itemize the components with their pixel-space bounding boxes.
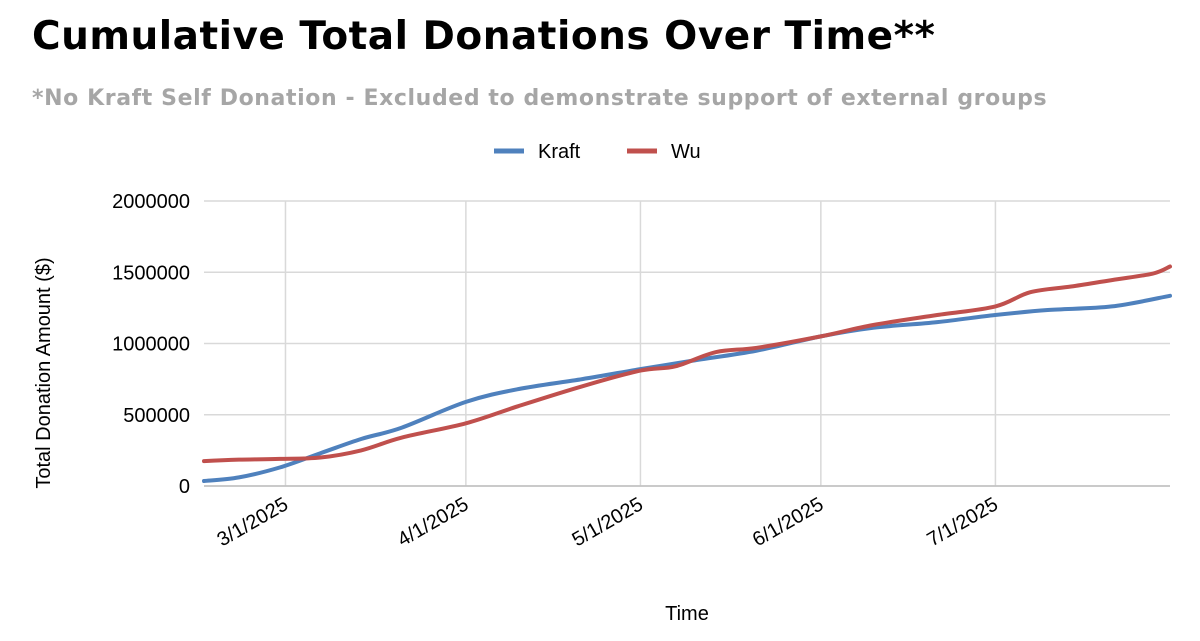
chart-subtitle: *No Kraft Self Donation - Excluded to de…: [32, 86, 1048, 111]
y-tick-label: 1000000: [112, 334, 190, 356]
series-lines: [202, 264, 1172, 483]
y-tick-label: 2000000: [112, 191, 190, 213]
y-axis-ticks: 0 500000 1000000 1500000 2000000: [112, 191, 190, 498]
y-tick-label: 1500000: [112, 262, 190, 284]
y-axis-title: Total Donation Amount ($): [33, 257, 55, 488]
legend: Kraft Wu: [494, 141, 701, 163]
y-tick-label: 0: [179, 476, 190, 498]
chart-title: Cumulative Total Donations Over Time**: [32, 14, 936, 59]
x-tick-label: 3/1/2025: [214, 493, 292, 551]
grid: [204, 200, 1170, 487]
x-tick-label: 7/1/2025: [923, 493, 1001, 551]
y-tick-label: 500000: [123, 405, 190, 427]
x-tick-label: 5/1/2025: [569, 493, 647, 551]
x-axis-title: Time: [665, 603, 709, 625]
x-axis-ticks: 3/1/2025 4/1/2025 5/1/2025 6/1/2025 7/1/2025: [214, 493, 1002, 551]
x-tick-label: 4/1/2025: [394, 493, 472, 551]
legend-label-wu: Wu: [671, 141, 701, 163]
series-line-wu: [202, 264, 1172, 464]
x-tick-label: 6/1/2025: [749, 493, 827, 551]
legend-label-kraft: Kraft: [538, 141, 581, 163]
